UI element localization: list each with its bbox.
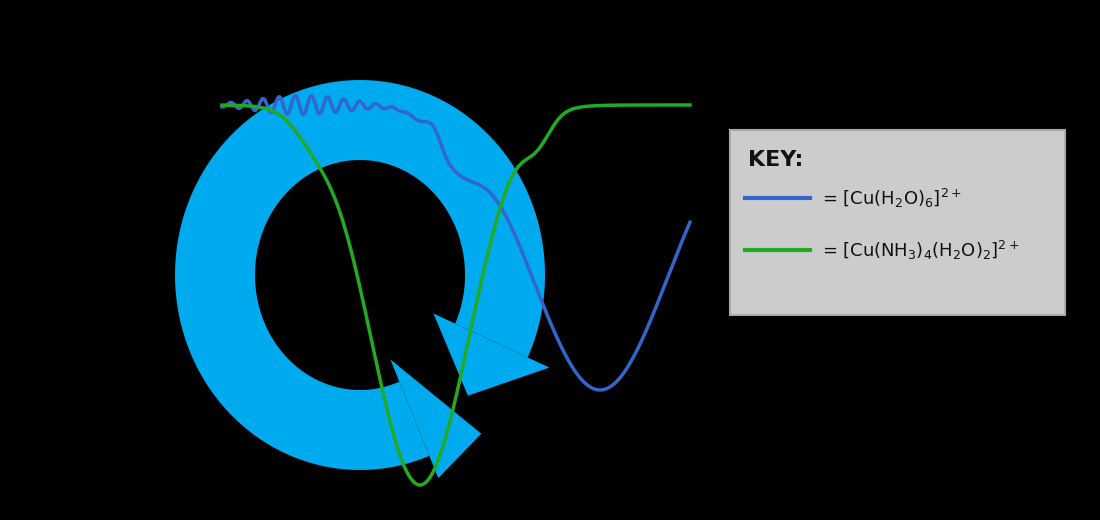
Polygon shape xyxy=(390,359,482,478)
Text: 800: 800 xyxy=(579,425,621,445)
Polygon shape xyxy=(175,80,544,470)
Polygon shape xyxy=(433,314,549,396)
Text: KEY:: KEY: xyxy=(748,150,803,170)
Bar xyxy=(730,130,1065,315)
Text: = [Cu(H$_2$O)$_6$]$^{2+}$: = [Cu(H$_2$O)$_6$]$^{2+}$ xyxy=(822,187,961,210)
Text: 700: 700 xyxy=(488,425,531,445)
Text: = [Cu(NH$_3$)$_4$(H$_2$O)$_2$]$^{2+}$: = [Cu(NH$_3$)$_4$(H$_2$O)$_2$]$^{2+}$ xyxy=(822,239,1020,262)
